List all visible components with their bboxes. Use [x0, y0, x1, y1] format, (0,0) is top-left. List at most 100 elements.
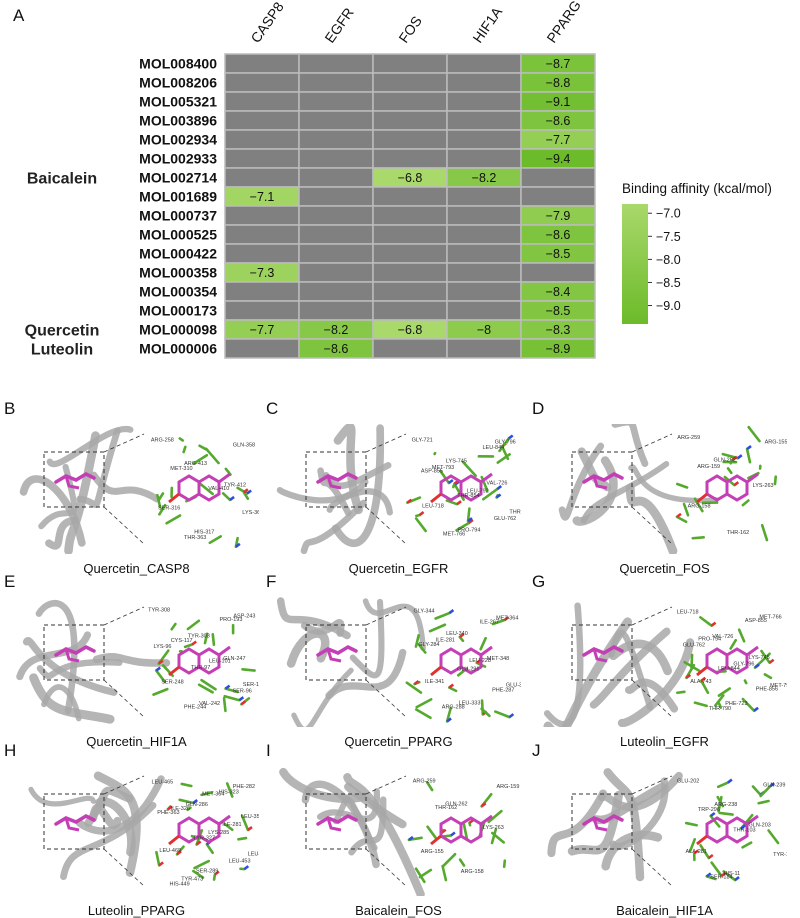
cell-value-label: −6.8 — [398, 171, 423, 185]
docking-illustration: LEU-465GLN-286ILE-281LEU-469SER-289PHE-2… — [14, 766, 259, 896]
heatmap-cell — [299, 206, 373, 225]
panel-letter-h: H — [4, 741, 16, 761]
docking-illustration: TYR-308TYR-303GLN-247SER-248VAL-242ASP-2… — [14, 597, 259, 727]
heatmap-cell — [299, 187, 373, 206]
heatmap-cell — [447, 339, 521, 358]
docking-caption: Baicalein_FOS — [276, 903, 521, 918]
heatmap-cell — [373, 149, 447, 168]
heatmap-cell — [447, 111, 521, 130]
residue-label: LEU-718 — [422, 503, 444, 509]
residue-label: LEU-844 — [483, 445, 505, 451]
residue-label: ASP-855 — [745, 618, 767, 624]
heatmap-cell — [521, 168, 595, 187]
column-label-pparg: PPARG — [543, 0, 584, 46]
residue-label: LEU-844 — [718, 666, 740, 672]
cell-value-label: −8.2 — [472, 171, 497, 185]
residue-label: GLN-239 — [763, 783, 785, 789]
cell-value-label: −6.8 — [398, 323, 423, 337]
residue-label: ARG-159 — [497, 784, 520, 790]
residue-label: LYS-360 — [242, 510, 259, 516]
heatmap-cell — [299, 92, 373, 111]
heatmap-cell — [373, 263, 447, 282]
group-label: Quercetin — [25, 323, 100, 340]
heatmap-cell — [447, 301, 521, 320]
heatmap-cell — [373, 54, 447, 73]
column-label-casp8: CASP8 — [247, 0, 287, 46]
protein-ribbons — [31, 776, 161, 877]
residue-label: GLU-291 — [457, 667, 479, 673]
residue-label: GLY-721 — [412, 437, 433, 443]
protein-ribbons — [562, 424, 716, 551]
heatmap-cell — [373, 301, 447, 320]
heatmap-cell — [373, 206, 447, 225]
docking-illustration: GLY-721LYS-745VAL-726LEU-718PRO-794GLY-7… — [276, 424, 521, 554]
protein-ribbons — [547, 606, 690, 727]
residue-label: ARG-259 — [677, 435, 700, 441]
residue-label: LEU-718 — [677, 609, 699, 615]
heatmap-cell — [447, 149, 521, 168]
panel-letter-g: G — [532, 572, 545, 592]
heatmap-cell — [447, 206, 521, 225]
residue-sticks — [686, 780, 778, 881]
row-label: MOL005321 — [139, 94, 217, 110]
residue-label: MET-766 — [443, 532, 465, 538]
heatmap-cell — [225, 54, 299, 73]
residue-label: ARG-288 — [442, 705, 465, 711]
cell-value-label: −8.9 — [546, 342, 571, 356]
residue-label: MET-310 — [170, 466, 192, 472]
residue-label: THR-790 — [509, 510, 521, 516]
protein-ribbons — [280, 427, 390, 551]
group-label: Baicalein — [27, 171, 97, 188]
residue-label: HIS-449 — [170, 882, 190, 888]
residue-label: MET-364 — [496, 616, 518, 622]
residue-label: PHE-363 — [157, 810, 179, 816]
residue-label: THR-162 — [727, 530, 749, 536]
heatmap-cell — [373, 92, 447, 111]
residue-label: GLN-358 — [233, 443, 255, 449]
docking-illustration: GLY-344LEU-340MET-348ILE-341LEU-333MET-3… — [276, 597, 521, 727]
residue-label: ASP-855 — [421, 469, 443, 475]
cell-value-label: −8.7 — [546, 57, 571, 71]
protein-ribbons — [20, 603, 167, 719]
column-label-hif1a: HIF1A — [469, 4, 505, 46]
residue-label: LYS-263 — [753, 483, 774, 489]
heatmap-cell — [447, 282, 521, 301]
residue-label: ARG-258 — [151, 437, 174, 443]
cell-value-label: −8.3 — [546, 323, 571, 337]
heatmap-cell — [225, 206, 299, 225]
residue-label: THR-97 — [191, 665, 210, 671]
residue-label: THR-103 — [733, 827, 755, 833]
residue-label: SER-96 — [233, 689, 252, 695]
heatmap-cell — [373, 225, 447, 244]
row-label: MOL000098 — [139, 322, 217, 338]
docking-caption: Quercetin_EGFR — [276, 561, 521, 576]
docking-caption: Luteolin_EGFR — [542, 734, 787, 749]
heatmap-cell — [447, 187, 521, 206]
residue-sticks — [156, 784, 252, 880]
residue-label: THR-854 — [457, 493, 479, 499]
colorbar-tick-label: −8.5 — [656, 276, 681, 290]
heatmap-cell — [447, 263, 521, 282]
docking-caption: Quercetin_CASP8 — [14, 561, 259, 576]
residue-label: LEU-453 — [229, 858, 251, 864]
residue-label: LYS-263 — [483, 825, 504, 831]
residue-label: TYR-308 — [148, 608, 170, 614]
residue-label: ARG-159 — [697, 464, 720, 470]
docking-caption: Quercetin_HIF1A — [14, 734, 259, 749]
colorbar-tick-label: −8.0 — [656, 253, 681, 267]
row-label: MOL000525 — [139, 227, 217, 243]
heatmap-cell — [447, 244, 521, 263]
residue-label: GLN-262 — [714, 457, 736, 463]
colorbar-title: Binding affinity (kcal/mol) — [622, 181, 772, 196]
heatmap-cell — [373, 244, 447, 263]
residue-label: ILE-267 — [480, 619, 499, 625]
protein-ribbons — [283, 772, 420, 894]
heatmap-cell — [225, 301, 299, 320]
panel-letter-b: B — [4, 399, 15, 419]
